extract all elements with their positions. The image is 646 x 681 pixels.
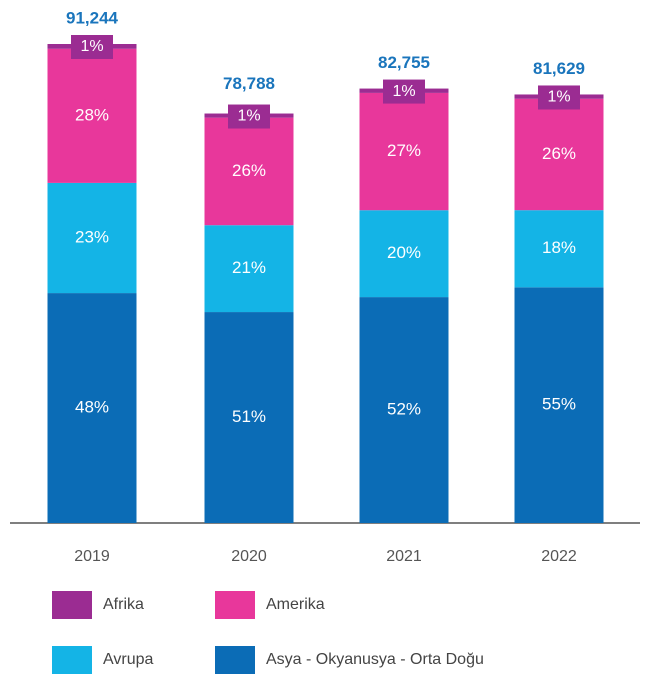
bar-segment bbox=[359, 92, 449, 211]
data-label: 1% bbox=[237, 108, 260, 125]
data-label: 20% bbox=[387, 243, 421, 262]
bar-segment bbox=[204, 117, 294, 226]
legend-label: Asya - Okyanusya - Orta Doğu bbox=[266, 651, 484, 668]
data-label: 26% bbox=[232, 161, 266, 180]
bar-segment bbox=[204, 312, 294, 523]
bar-segment bbox=[514, 210, 604, 288]
bar-segment bbox=[359, 210, 449, 298]
data-label: 52% bbox=[387, 400, 421, 419]
data-label: 1% bbox=[80, 38, 103, 55]
legend-swatch bbox=[215, 591, 255, 619]
data-label: 23% bbox=[75, 227, 109, 246]
legend-swatch bbox=[215, 646, 255, 674]
data-label: 27% bbox=[387, 141, 421, 160]
data-label: 21% bbox=[232, 258, 266, 277]
data-label: 51% bbox=[232, 407, 266, 426]
bar-segment bbox=[47, 182, 137, 294]
bar-segment bbox=[47, 48, 137, 183]
data-label: 26% bbox=[542, 144, 576, 163]
label-box bbox=[71, 35, 113, 59]
legend-label: Amerika bbox=[266, 596, 325, 613]
data-label: 48% bbox=[75, 398, 109, 417]
data-label: 55% bbox=[542, 395, 576, 414]
total-label: 82,755 bbox=[378, 53, 430, 72]
bar-segment bbox=[514, 98, 604, 211]
x-tick-label: 2021 bbox=[386, 548, 422, 565]
bar-segment bbox=[359, 297, 449, 523]
legend-label: Afrika bbox=[103, 596, 144, 613]
legend-swatch bbox=[52, 591, 92, 619]
bar-segment bbox=[204, 225, 294, 313]
total-label: 91,244 bbox=[66, 8, 119, 27]
data-label: 28% bbox=[75, 105, 109, 124]
label-box bbox=[538, 85, 580, 110]
total-label: 78,788 bbox=[223, 74, 275, 93]
bar-segment bbox=[47, 293, 137, 523]
bar-segment bbox=[514, 287, 604, 523]
legend-label: Avrupa bbox=[103, 651, 154, 668]
total-label: 81,629 bbox=[533, 59, 585, 78]
x-tick-label: 2020 bbox=[231, 548, 267, 565]
label-box bbox=[383, 79, 425, 104]
label-box bbox=[228, 104, 270, 129]
data-label: 18% bbox=[542, 238, 576, 257]
x-tick-label: 2022 bbox=[541, 548, 577, 565]
data-label: 1% bbox=[392, 83, 415, 100]
data-label: 1% bbox=[547, 89, 570, 106]
legend-swatch bbox=[52, 646, 92, 674]
x-tick-label: 2019 bbox=[74, 548, 110, 565]
